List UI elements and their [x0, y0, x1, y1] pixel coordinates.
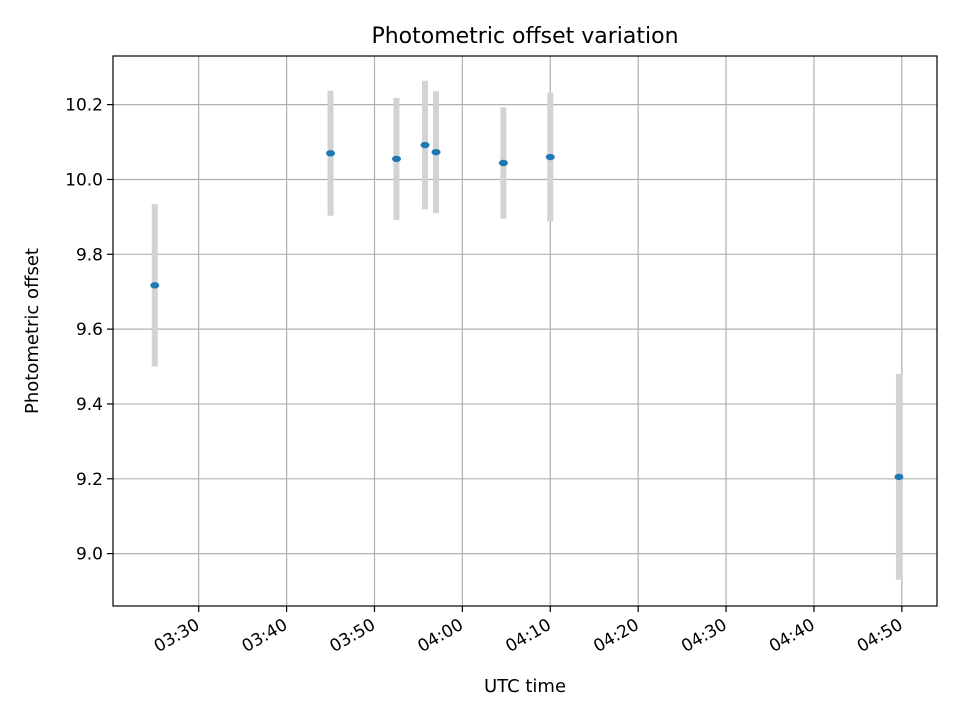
data-point: [498, 159, 508, 167]
data-point: [326, 150, 336, 157]
data-point: [894, 473, 904, 481]
chart-title: Photometric offset variation: [371, 24, 678, 49]
y-tick-label: 9.2: [76, 470, 103, 490]
data-points: [150, 141, 904, 481]
y-tick-label: 9.4: [76, 395, 103, 415]
x-axis-label: UTC time: [484, 676, 566, 697]
y-axis-label: Photometric offset: [22, 248, 43, 414]
data-point: [391, 155, 401, 163]
plot-frame: [112, 55, 938, 607]
data-point: [150, 282, 160, 289]
data-point: [420, 141, 430, 149]
y-axis-ticks: 9.0 9.2 9.4 9.6 9.8 10.0 10.2: [65, 96, 113, 565]
data-point: [545, 153, 555, 161]
y-tick-label: 10.0: [65, 170, 103, 190]
y-tick-label: 10.2: [65, 96, 103, 116]
y-tick-label: 9.0: [76, 545, 103, 565]
data-point: [431, 148, 441, 156]
y-tick-label: 9.8: [76, 245, 103, 265]
y-tick-label: 9.6: [76, 320, 103, 340]
